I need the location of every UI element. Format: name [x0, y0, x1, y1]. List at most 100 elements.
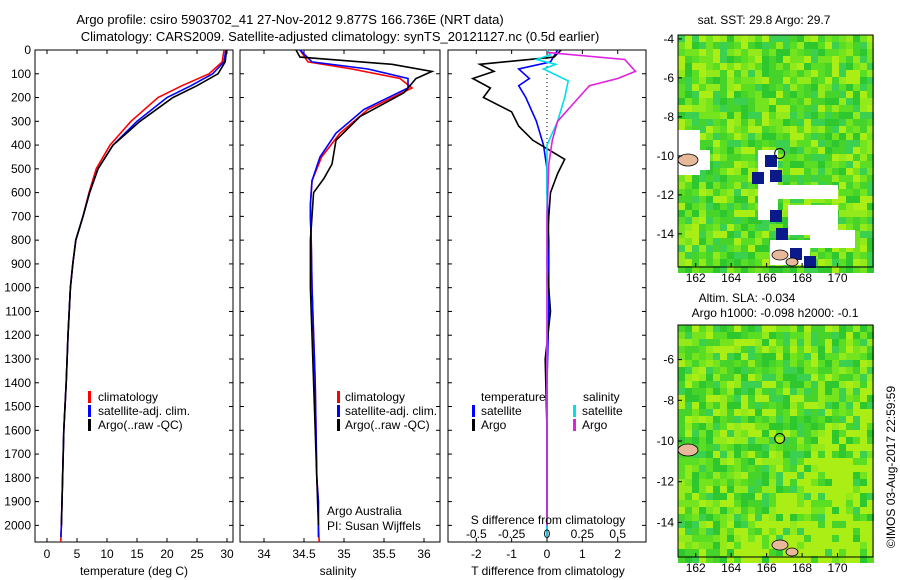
heatmap-cell — [832, 91, 839, 98]
heatmap-cell — [762, 472, 769, 479]
heatmap-cell — [748, 500, 755, 507]
heatmap-cell — [685, 91, 692, 98]
heatmap-cell — [846, 451, 853, 458]
heatmap-cell — [804, 542, 811, 549]
heatmap-cell — [727, 486, 734, 493]
heatmap-cell — [811, 458, 818, 465]
heatmap-cell — [713, 35, 720, 42]
heatmap-cell — [811, 388, 818, 395]
heatmap-cell — [776, 63, 783, 70]
land — [771, 539, 789, 551]
heatmap-cell — [748, 133, 755, 140]
x-tick-label: -1 — [506, 547, 517, 561]
x-tick-label: -2 — [471, 547, 482, 561]
heatmap-cell — [860, 210, 867, 217]
heatmap-cell — [860, 493, 867, 500]
heatmap-cell — [699, 500, 706, 507]
heatmap-cell — [783, 528, 790, 535]
heatmap-cell — [797, 49, 804, 56]
heatmap-cell — [699, 224, 706, 231]
legend-label-temp-argo: Argo — [481, 418, 507, 432]
heatmap-cell — [762, 140, 769, 147]
heatmap-cell — [762, 49, 769, 56]
heatmap-cell — [685, 203, 692, 210]
heatmap-cell — [741, 528, 748, 535]
heatmap-cell — [692, 119, 699, 126]
heatmap-cell — [734, 84, 741, 91]
heatmap-cell — [811, 119, 818, 126]
heatmap-cell — [797, 374, 804, 381]
heatmap-cell — [853, 402, 860, 409]
heatmap-cell — [706, 196, 713, 203]
heatmap-cell — [804, 154, 811, 161]
heatmap-cell — [692, 70, 699, 77]
heatmap-cell — [769, 84, 776, 91]
heatmap-cell — [846, 458, 853, 465]
heatmap-cell — [685, 486, 692, 493]
heatmap-cell — [720, 217, 727, 224]
heatmap-cell — [853, 259, 860, 266]
heatmap-cell — [706, 175, 713, 182]
heatmap-cell — [727, 217, 734, 224]
heatmap-cell — [776, 486, 783, 493]
heatmap-cell — [769, 133, 776, 140]
heatmap-cell — [741, 507, 748, 514]
heatmap-cell — [825, 353, 832, 360]
heatmap-cell — [867, 147, 874, 154]
heatmap-cell — [762, 486, 769, 493]
heatmap-cell — [713, 77, 720, 84]
heatmap-cell — [867, 416, 874, 423]
heatmap-cell — [804, 479, 811, 486]
heatmap-cell — [797, 346, 804, 353]
heatmap-cell — [839, 154, 846, 161]
lat-tick-label: -6 — [663, 353, 674, 367]
heatmap-cell — [853, 56, 860, 63]
heatmap-cell — [727, 49, 734, 56]
heatmap-cell — [713, 161, 720, 168]
heatmap-cell — [713, 175, 720, 182]
heatmap-cell — [685, 416, 692, 423]
heatmap-cell — [720, 549, 727, 556]
heatmap-cell — [867, 514, 874, 521]
heatmap-cell — [825, 556, 832, 563]
heatmap-cell — [692, 381, 699, 388]
heatmap-cell — [748, 486, 755, 493]
heatmap-cell — [755, 500, 762, 507]
heatmap-cell — [762, 374, 769, 381]
heatmap-cell — [741, 42, 748, 49]
heatmap-cell — [713, 402, 720, 409]
heatmap-cell — [762, 528, 769, 535]
heatmap-cell — [860, 472, 867, 479]
heatmap-cell — [706, 423, 713, 430]
heatmap-cell — [741, 266, 748, 273]
heatmap-cell — [734, 224, 741, 231]
heatmap-cell — [804, 91, 811, 98]
heatmap-cell — [867, 217, 874, 224]
heatmap-cell — [692, 514, 699, 521]
heatmap-cell — [818, 56, 825, 63]
heatmap-cell — [678, 500, 685, 507]
heatmap-cell — [853, 353, 860, 360]
heatmap-cell — [755, 402, 762, 409]
heatmap-cell — [720, 42, 727, 49]
heatmap-cell — [811, 493, 818, 500]
heatmap-cell — [727, 353, 734, 360]
heatmap-cell — [678, 423, 685, 430]
heatmap-cell — [741, 444, 748, 451]
heatmap-cell — [755, 423, 762, 430]
heatmap-cell — [839, 147, 846, 154]
heatmap-cell — [818, 35, 825, 42]
heatmap-cell — [699, 430, 706, 437]
heatmap-cell — [804, 402, 811, 409]
heatmap-cell — [741, 542, 748, 549]
heatmap-cell — [685, 63, 692, 70]
heatmap-cell — [867, 423, 874, 430]
heatmap-cell — [734, 91, 741, 98]
y-tick-label: 100 — [11, 67, 31, 81]
heatmap-cell — [776, 549, 783, 556]
heatmap-cell — [699, 175, 706, 182]
heatmap-cell — [748, 374, 755, 381]
heatmap-cell — [804, 98, 811, 105]
heatmap-cell — [734, 521, 741, 528]
heatmap-cell — [699, 381, 706, 388]
